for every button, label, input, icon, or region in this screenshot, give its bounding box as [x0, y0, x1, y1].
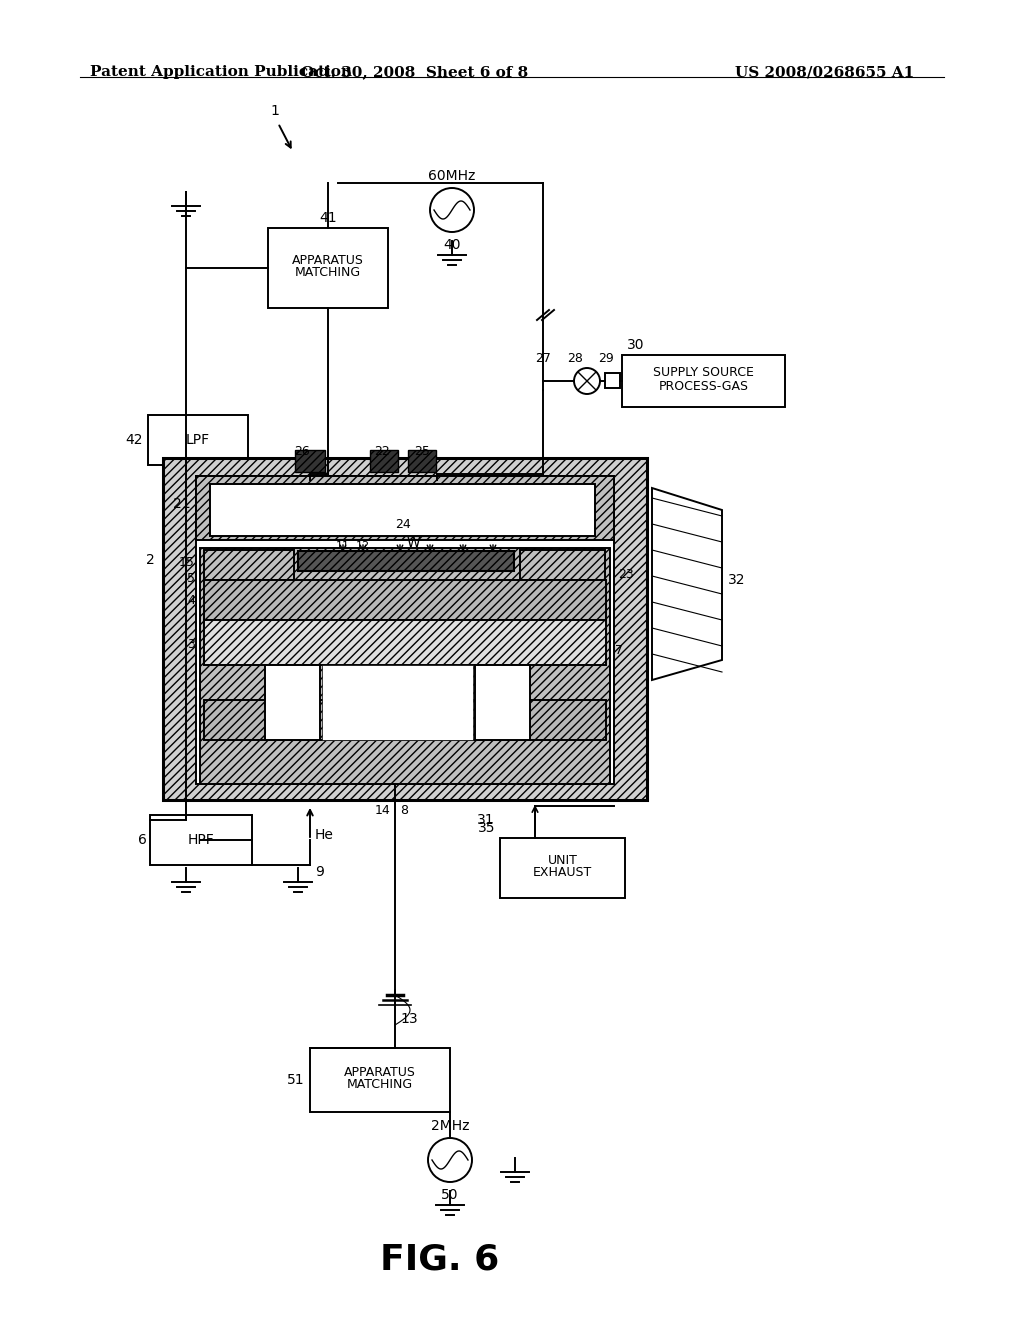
Text: 15: 15: [179, 557, 195, 569]
Text: 51: 51: [288, 1073, 305, 1086]
Bar: [200, 548, 610, 784]
Text: APPARATUS: APPARATUS: [344, 1065, 416, 1078]
Text: W: W: [407, 536, 420, 550]
Bar: [204, 620, 606, 665]
Text: 6: 6: [138, 833, 147, 847]
Text: 5: 5: [187, 572, 195, 585]
Text: FIG. 6: FIG. 6: [380, 1243, 500, 1276]
Text: 7: 7: [615, 644, 623, 656]
Bar: [204, 579, 606, 620]
Bar: [204, 550, 294, 579]
Text: 32: 32: [728, 573, 745, 587]
Text: He: He: [315, 828, 334, 842]
Bar: [210, 484, 595, 536]
Text: 11: 11: [336, 541, 350, 550]
Bar: [605, 374, 620, 388]
Text: 50: 50: [441, 1188, 459, 1203]
Bar: [520, 550, 605, 579]
Bar: [196, 477, 614, 540]
Bar: [298, 550, 514, 572]
Bar: [265, 665, 319, 741]
Text: 42: 42: [126, 433, 143, 447]
Text: 41: 41: [319, 211, 337, 224]
Text: 22: 22: [374, 445, 390, 458]
Text: 29: 29: [598, 352, 613, 366]
Bar: [268, 228, 388, 308]
Bar: [500, 838, 625, 898]
Text: 40: 40: [443, 238, 461, 252]
Text: 1: 1: [270, 104, 280, 117]
Text: 3: 3: [187, 639, 195, 652]
Text: 8: 8: [400, 804, 408, 817]
Text: 13: 13: [400, 1012, 418, 1026]
Text: SUPPLY SOURCE: SUPPLY SOURCE: [653, 367, 754, 380]
Bar: [370, 450, 398, 473]
Text: HPF: HPF: [187, 833, 214, 847]
Text: 25: 25: [414, 445, 430, 458]
Bar: [163, 458, 647, 800]
Text: US 2008/0268655 A1: US 2008/0268655 A1: [735, 65, 914, 79]
Text: 30: 30: [627, 338, 644, 352]
Text: 21: 21: [173, 498, 191, 511]
Bar: [310, 1048, 450, 1111]
Text: 60MHz: 60MHz: [428, 169, 476, 183]
Text: EXHAUST: EXHAUST: [532, 866, 592, 879]
Bar: [204, 700, 606, 741]
Bar: [622, 355, 785, 407]
Text: APPARATUS: APPARATUS: [292, 253, 364, 267]
Bar: [148, 414, 248, 465]
Text: UNIT: UNIT: [548, 854, 578, 866]
Bar: [150, 814, 252, 865]
Bar: [295, 450, 325, 473]
Text: 24: 24: [395, 517, 411, 531]
Text: 26: 26: [294, 445, 310, 458]
Text: 27: 27: [536, 352, 551, 366]
Text: 12: 12: [356, 541, 370, 550]
Text: 31: 31: [477, 813, 495, 828]
Text: Oct. 30, 2008  Sheet 6 of 8: Oct. 30, 2008 Sheet 6 of 8: [301, 65, 528, 79]
Bar: [322, 665, 473, 741]
Text: Patent Application Publication: Patent Application Publication: [90, 65, 352, 79]
Text: 35: 35: [477, 821, 495, 836]
Text: MATCHING: MATCHING: [295, 265, 361, 279]
Text: 2MHz: 2MHz: [431, 1119, 469, 1133]
Text: PROCESS-GAS: PROCESS-GAS: [658, 380, 749, 392]
Text: 14: 14: [374, 804, 390, 817]
Text: LPF: LPF: [186, 433, 210, 447]
Text: 4: 4: [187, 594, 195, 606]
Polygon shape: [652, 488, 722, 680]
Text: 2: 2: [146, 553, 155, 568]
Bar: [408, 450, 436, 473]
Bar: [475, 665, 530, 741]
Text: MATCHING: MATCHING: [347, 1078, 413, 1092]
Text: 28: 28: [567, 352, 583, 366]
Text: 23: 23: [618, 569, 634, 582]
Bar: [196, 477, 614, 784]
Text: 9: 9: [315, 865, 324, 879]
